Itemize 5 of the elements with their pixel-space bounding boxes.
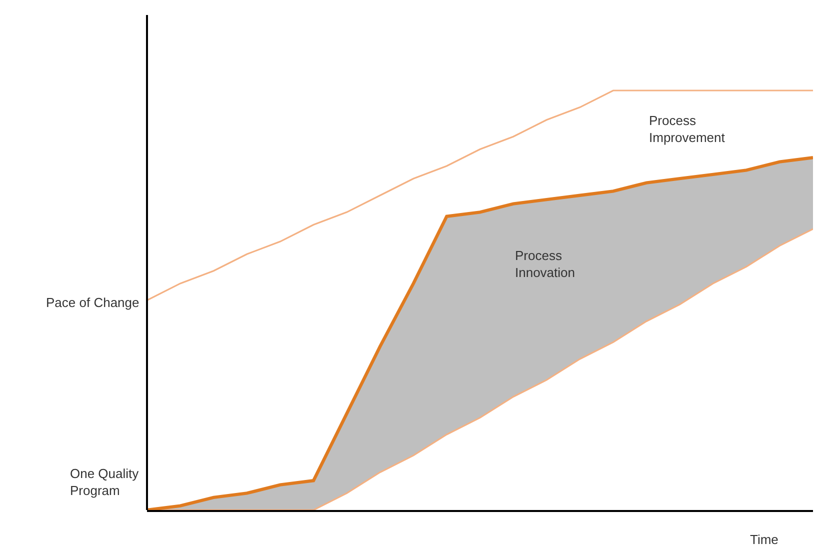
series-label: Process Improvement bbox=[649, 113, 726, 145]
series-label: Process Innovation bbox=[515, 248, 575, 280]
x-axis-title: Time bbox=[750, 532, 778, 547]
text: One Quality Program bbox=[70, 466, 140, 498]
y-axis-title: Pace of Change bbox=[46, 295, 140, 310]
